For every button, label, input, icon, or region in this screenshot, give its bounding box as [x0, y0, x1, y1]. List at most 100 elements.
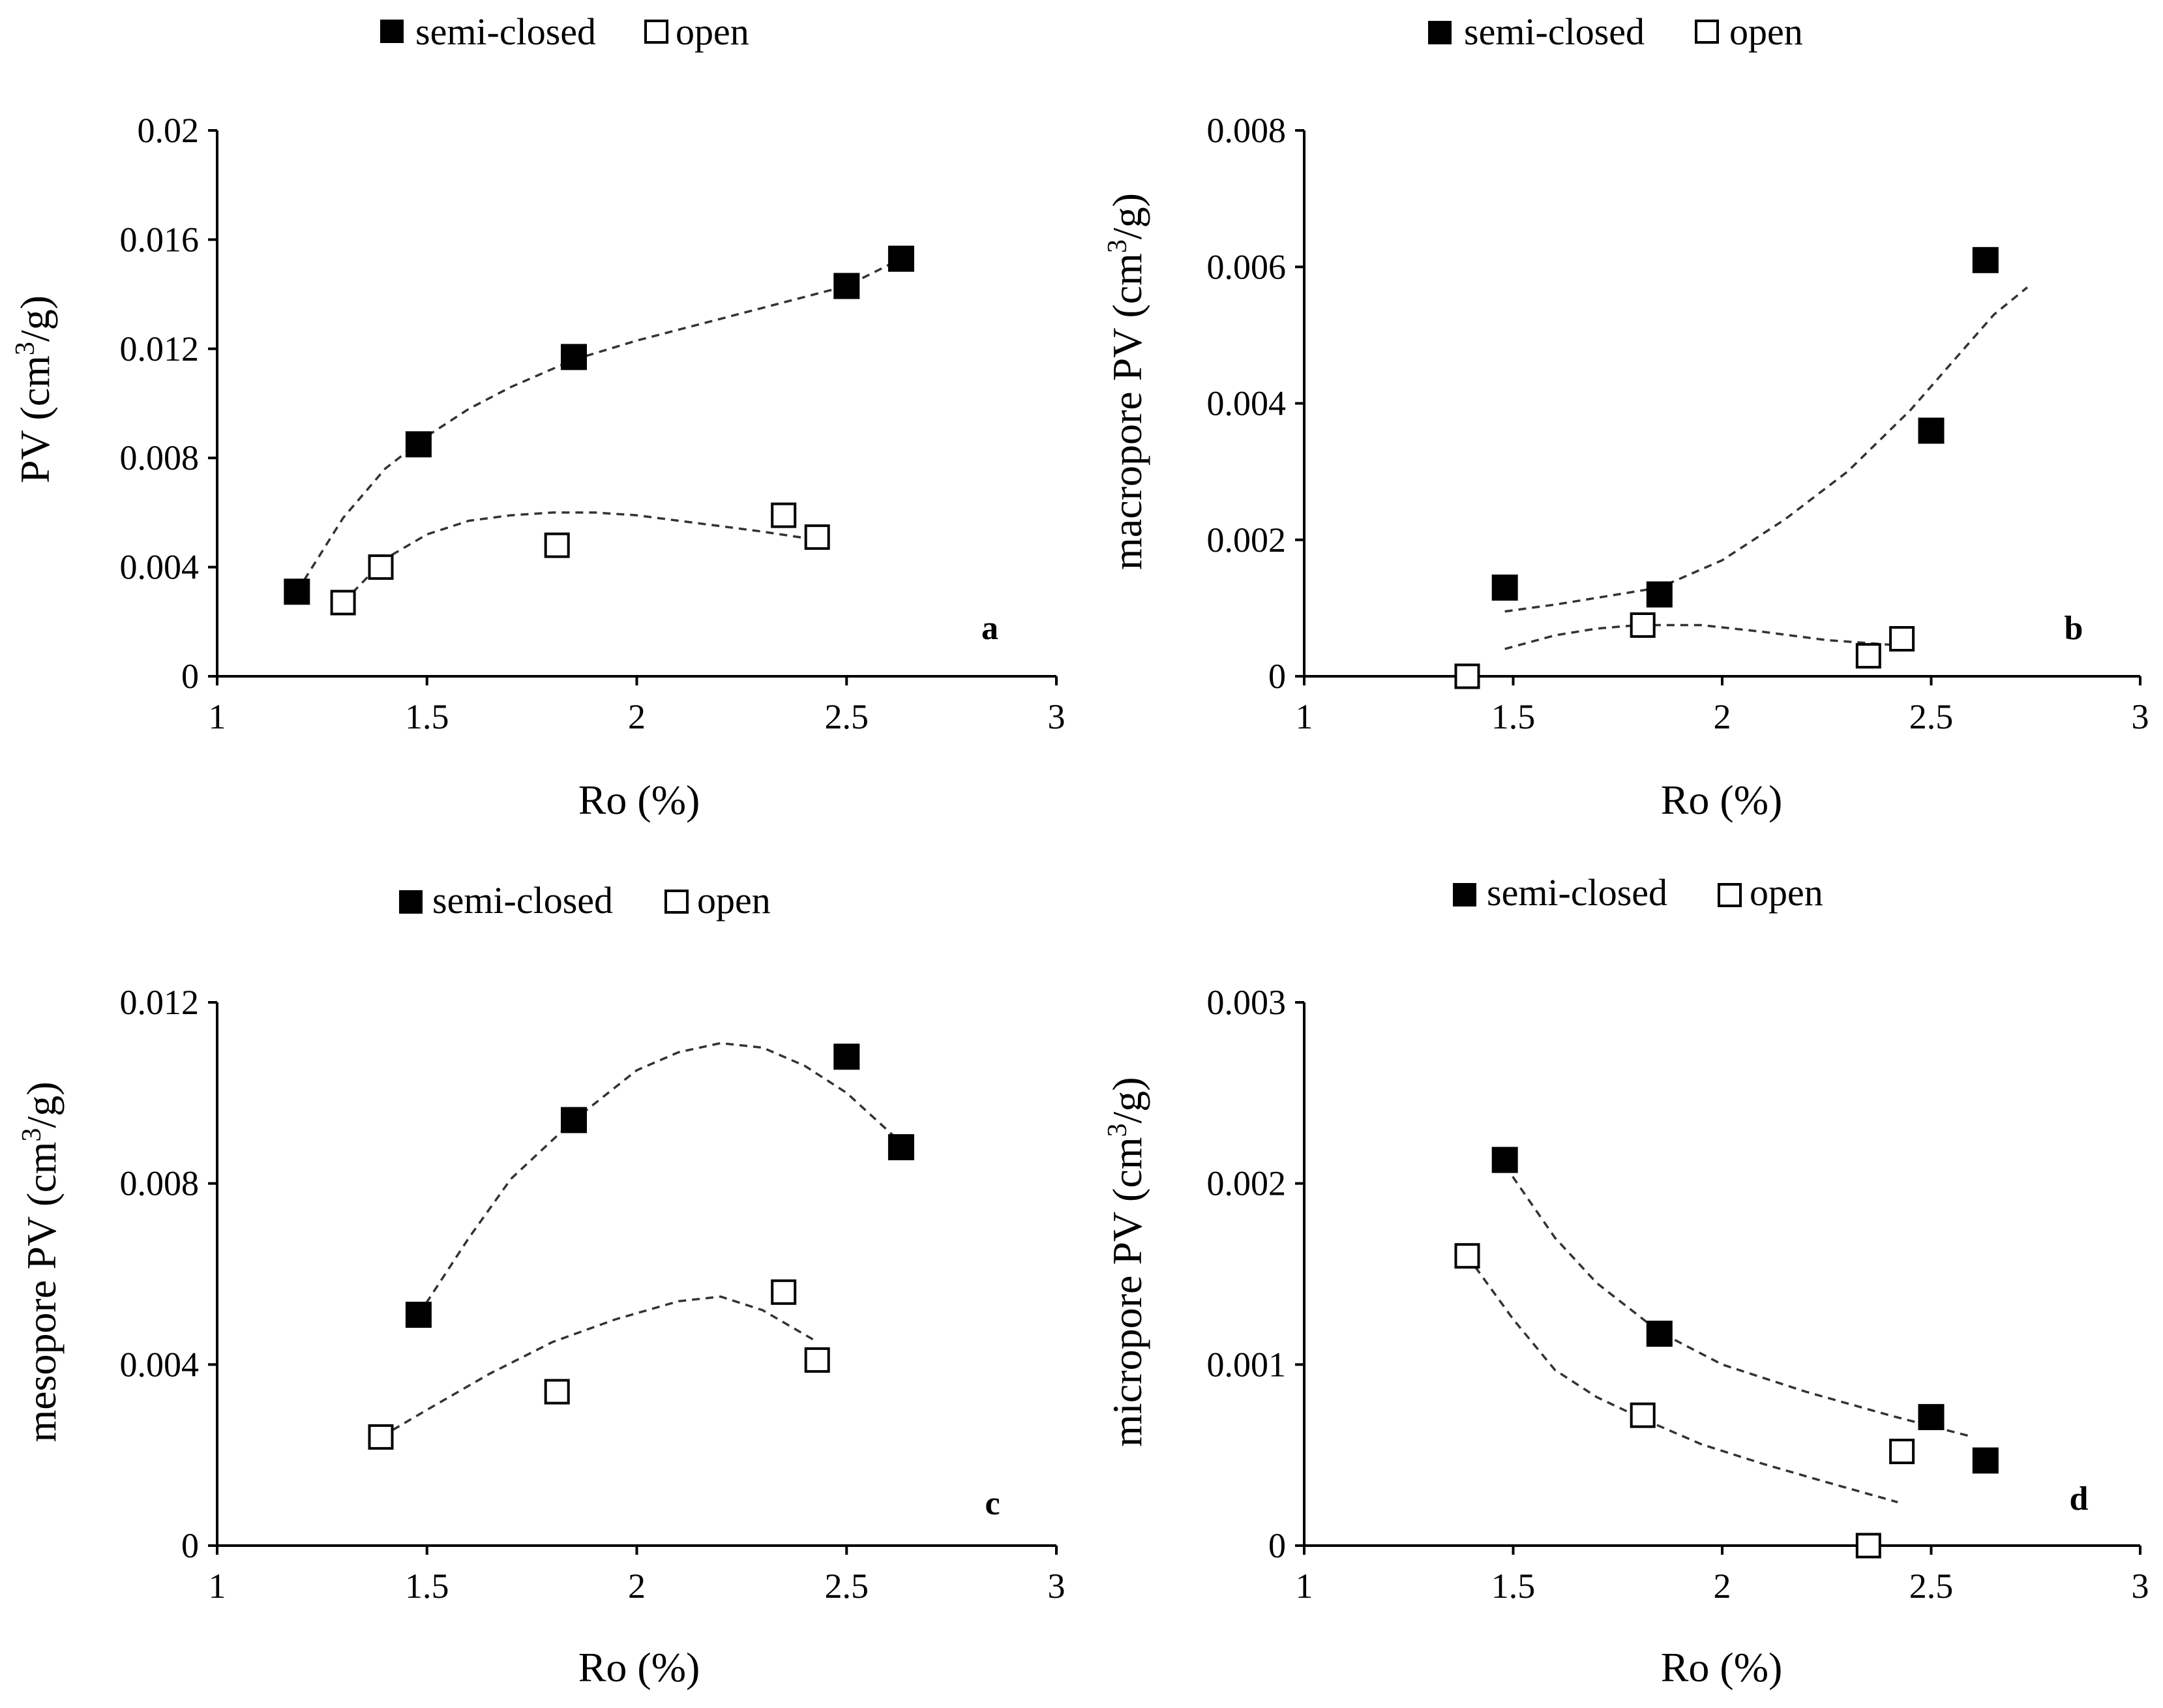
x-tick-label: 1.5	[1491, 1566, 1536, 1606]
panel-label: d	[2070, 1480, 2089, 1518]
x-tick-label: 2	[628, 1566, 646, 1606]
legend-semi-closed-label: semi-closed	[415, 10, 596, 53]
point-semi-closed	[833, 273, 860, 299]
panel-a: semi-closed open PV (cm3/g) Ro (%) a 0 0.…	[10, 10, 1066, 823]
legend-open-swatch	[664, 890, 689, 914]
y-tick-label: 0.004	[120, 1345, 200, 1384]
x-axis-label: Ro (%)	[1661, 1644, 1783, 1690]
x-tick-label: 3	[1048, 1566, 1066, 1606]
point-open	[368, 1424, 394, 1450]
trendline-open	[1504, 623, 1902, 650]
legend: semi-closed open	[380, 10, 749, 53]
y-tick-label: 0.003	[1207, 983, 1287, 1022]
point-open	[771, 1279, 797, 1305]
point-semi-closed	[1972, 1447, 1999, 1474]
point-semi-closed	[888, 1134, 914, 1161]
y-tick-label: 0.004	[120, 548, 200, 587]
x-tick-label: 1.5	[405, 697, 449, 736]
y-tick-label: 0.008	[120, 438, 200, 477]
point-open	[804, 524, 830, 550]
point-open	[1454, 1243, 1480, 1269]
point-semi-closed	[284, 578, 310, 605]
trendline-semi-closed	[417, 1041, 902, 1315]
trendline-semi-closed	[1504, 286, 2029, 613]
axes: 0 0.002 0.004 0.006 0.008 1 1.5 2 2.5 3	[1207, 111, 2149, 736]
point-open	[1454, 663, 1480, 689]
point-open	[544, 532, 570, 558]
panel-label: b	[2065, 610, 2083, 647]
x-axis-label: Ro (%)	[578, 777, 700, 823]
y-tick-label: 0.006	[1207, 247, 1287, 286]
legend-semi-closed-label: semi-closed	[1464, 10, 1645, 53]
x-axis-label: Ro (%)	[578, 1644, 700, 1690]
point-semi-closed	[1646, 581, 1673, 608]
x-tick-label: 2	[1714, 1566, 1731, 1606]
axes: 0 0.004 0.008 0.012 0.016 0.02 1 1.5 2 2.5 3	[120, 111, 1066, 736]
point-open	[1855, 1533, 1881, 1559]
x-tick-label: 1	[1296, 1566, 1313, 1606]
point-semi-closed	[405, 1302, 432, 1328]
trendline-semi-closed	[295, 258, 902, 593]
legend-open-label: open	[676, 10, 749, 53]
panel-d: semi-closed open micropore PV (cm3/g) Ro…	[1103, 871, 2149, 1690]
point-semi-closed	[888, 245, 914, 272]
legend-semi-closed-swatch	[1453, 883, 1476, 906]
legend-semi-closed-swatch	[399, 890, 423, 914]
legend: semi-closed open	[399, 879, 771, 921]
y-axis-label: macropore PV (cm3/g)	[1103, 193, 1150, 570]
y-tick-label: 0.001	[1207, 1345, 1287, 1384]
x-tick-label: 2.5	[825, 1566, 869, 1606]
y-axis-label: PV (cm3/g)	[10, 295, 58, 483]
legend-open-swatch	[644, 20, 668, 44]
point-semi-closed	[1918, 417, 1945, 444]
y-tick-label: 0	[1268, 657, 1286, 696]
trendline-open	[1466, 1255, 1898, 1504]
y-tick-label: 0.002	[1207, 520, 1287, 560]
trendline-semi-closed	[1504, 1164, 1974, 1439]
point-open	[544, 1379, 570, 1405]
y-tick-label: 0.008	[120, 1164, 200, 1203]
panel-label: a	[981, 610, 998, 647]
x-tick-label: 3	[2132, 697, 2149, 736]
x-tick-label: 2.5	[1909, 1566, 1954, 1606]
point-semi-closed	[561, 1107, 587, 1133]
point-semi-closed	[405, 431, 432, 458]
point-semi-closed	[833, 1043, 860, 1070]
y-tick-label: 0	[181, 1526, 199, 1565]
point-open	[771, 502, 797, 528]
x-tick-label: 2.5	[1909, 697, 1954, 736]
y-tick-label: 0.02	[138, 111, 200, 150]
y-tick-label: 0.004	[1207, 384, 1287, 423]
point-open	[1889, 626, 1915, 652]
point-semi-closed	[1491, 1146, 1518, 1173]
x-tick-label: 1	[1296, 697, 1313, 736]
legend-open-label: open	[697, 879, 771, 921]
point-semi-closed	[1972, 247, 1999, 273]
y-tick-label: 0.008	[1207, 111, 1287, 150]
point-semi-closed	[1918, 1403, 1945, 1430]
legend-open-swatch	[1718, 883, 1742, 907]
legend-open-label: open	[1729, 10, 1803, 53]
point-semi-closed	[1491, 575, 1518, 601]
y-tick-label: 0	[181, 657, 199, 696]
axes: 0 0.004 0.008 0.012 1 1.5 2 2.5 3	[120, 983, 1066, 1606]
x-tick-label: 2.5	[825, 697, 869, 736]
legend: semi-closed open	[1453, 871, 1823, 914]
x-axis-label: Ro (%)	[1661, 777, 1783, 823]
x-tick-label: 1.5	[405, 1566, 449, 1606]
y-tick-label: 0.016	[120, 220, 200, 259]
legend-semi-closed-swatch	[380, 20, 404, 43]
point-open	[368, 554, 394, 580]
x-tick-label: 3	[1048, 697, 1066, 736]
trendline-open	[380, 1295, 818, 1438]
legend-semi-closed-swatch	[1428, 21, 1452, 44]
y-axis-label: mesopore PV (cm3/g)	[17, 1081, 65, 1442]
legend-semi-closed-label: semi-closed	[432, 879, 613, 921]
point-open	[804, 1347, 830, 1373]
y-tick-label: 0	[1268, 1526, 1286, 1565]
point-open	[1630, 612, 1656, 638]
x-tick-label: 1.5	[1491, 697, 1536, 736]
x-tick-label: 2	[1714, 697, 1731, 736]
point-open	[1889, 1439, 1915, 1465]
